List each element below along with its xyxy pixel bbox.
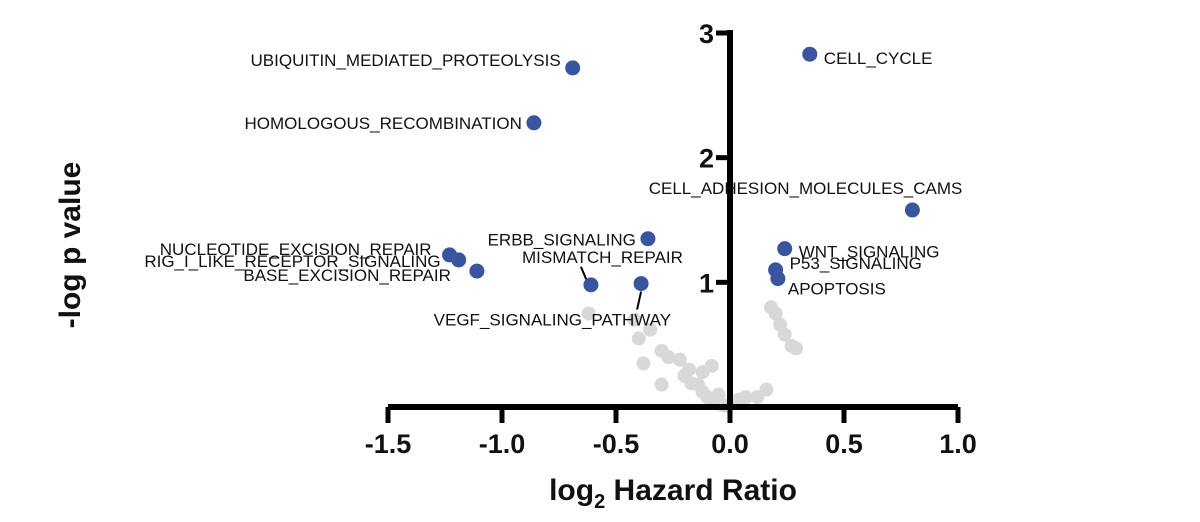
y-axis-title: -log p value — [54, 162, 87, 329]
background-point — [672, 352, 687, 367]
background-point — [711, 387, 726, 402]
leader-vegf-signaling-pathway — [636, 291, 643, 310]
point-label-rig-i-like-receptor-signaling: RIG_I_LIKE_RECEPTOR_SIGNALING — [144, 252, 440, 271]
point-apoptosis — [770, 271, 786, 287]
background-point — [581, 306, 596, 321]
y-tick-label: 1 — [699, 268, 714, 298]
point-base-excision-repair — [469, 263, 485, 279]
background-point — [759, 382, 774, 397]
x-tick-label: -1.5 — [365, 429, 412, 459]
y-tick-label: 2 — [699, 144, 714, 174]
leader-lines — [580, 266, 643, 310]
background-point — [681, 362, 696, 377]
x-tick-label: -1.0 — [479, 429, 526, 459]
x-ticks: -1.5 -1.0 -0.5 0.0 0.5 1.0 — [365, 407, 977, 459]
background-point — [777, 327, 792, 342]
point-label-nucleotide-excision-repair: NUCLEOTIDE_EXCISION_REPAIR — [160, 240, 432, 259]
x-tick-label: 1.0 — [939, 429, 977, 459]
point-homologous-recombination — [526, 115, 542, 131]
point-mismatch-repair — [583, 277, 599, 293]
x-axis-title: log2 Hazard Ratio — [549, 474, 797, 513]
background-point — [654, 377, 669, 392]
background-point — [643, 322, 658, 337]
point-label-cell-adhesion-molecules-cams: CELL_ADHESION_MOLECULES_CAMS — [649, 179, 963, 198]
point-ubiquitin-mediated-proteolysis — [565, 60, 581, 76]
x-tick-label: 0.0 — [711, 429, 749, 459]
x-tick-label: 0.5 — [825, 429, 863, 459]
point-rig-i-like-receptor-signaling — [451, 252, 467, 268]
y-ticks: 1 2 3 — [699, 19, 730, 298]
point-cell-cycle — [802, 46, 818, 62]
point-vegf-signaling-pathway — [633, 276, 649, 292]
background-point — [768, 306, 783, 321]
point-labels: UBIQUITIN_MEDIATED_PROTEOLYSIS HOMOLOGOUS… — [144, 49, 962, 329]
significant-points — [442, 46, 920, 293]
point-erbb-signaling — [640, 231, 656, 247]
background-point — [789, 341, 804, 356]
background-point — [738, 390, 753, 405]
leader-mismatch-repair — [580, 266, 588, 282]
point-label-mismatch-repair: MISMATCH_REPAIR — [522, 248, 683, 267]
point-label-apoptosis: APOPTOSIS — [788, 280, 886, 299]
point-label-p53-signaling: P53_SIGNALING — [790, 254, 922, 273]
point-cell-adhesion-molecules-cams — [904, 202, 920, 218]
x-axis-title-main: log — [549, 474, 594, 507]
x-tick-label: -0.5 — [593, 429, 640, 459]
background-point — [636, 356, 651, 371]
point-label-wnt-signaling: WNT_SIGNALING — [799, 243, 940, 262]
background-point — [661, 350, 676, 365]
axes — [388, 30, 958, 410]
point-label-vegf-signaling-pathway: VEGF_SIGNALING_PATHWAY — [434, 311, 671, 330]
point-label-base-excision-repair: BASE_EXCISION_REPAIR — [243, 266, 451, 285]
background-point — [627, 312, 642, 327]
point-label-ubiquitin-mediated-proteolysis: UBIQUITIN_MEDIATED_PROTEOLYSIS — [251, 51, 561, 70]
x-axis-title-rest: Hazard Ratio — [605, 474, 797, 507]
point-label-homologous-recombination: HOMOLOGOUS_RECOMBINATION — [245, 114, 522, 133]
background-point — [631, 331, 646, 346]
point-label-cell-cycle: CELL_CYCLE — [824, 49, 933, 68]
point-label-erbb-signaling: ERBB_SIGNALING — [488, 231, 636, 250]
point-wnt-signaling — [777, 241, 793, 257]
background-point — [695, 365, 710, 380]
x-axis-title-subscript: 2 — [594, 491, 605, 513]
y-tick-label: 3 — [699, 19, 714, 49]
